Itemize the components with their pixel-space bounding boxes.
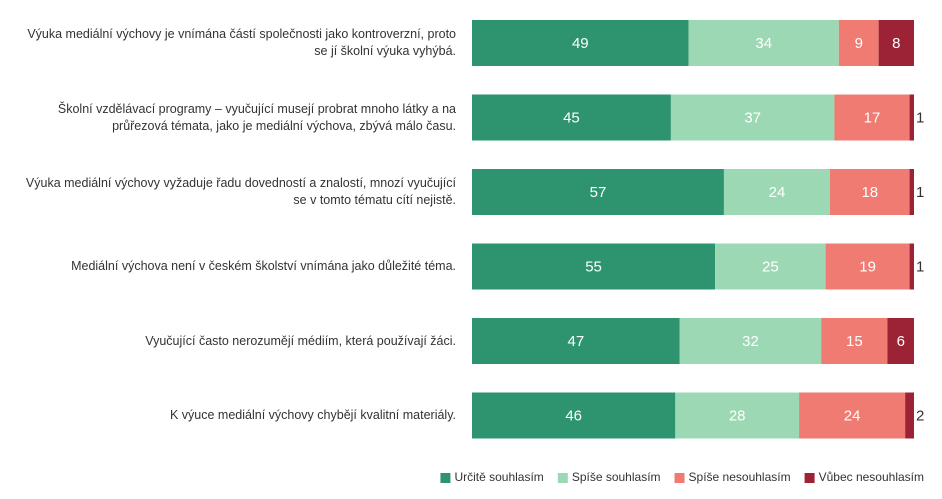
value-label: 9: [855, 35, 863, 52]
value-label: 57: [590, 184, 607, 201]
bar-segment: [472, 392, 676, 439]
legend-label: Spíše nesouhlasím: [689, 470, 791, 484]
bar-segment: [909, 169, 914, 215]
bar-segment: [834, 94, 910, 141]
bar-segment: [472, 94, 671, 141]
value-label: 17: [864, 109, 881, 126]
legend-label: Vůbec nesouhlasím: [819, 470, 924, 484]
bar-segment: [715, 243, 826, 290]
category-label: Mediální výchova není v českém školství …: [71, 259, 456, 273]
value-label: 8: [892, 35, 900, 52]
value-label: 2: [916, 407, 924, 424]
bar-segment: [830, 169, 910, 215]
category-label: Výuka mediální výchovy je vnímána částí …: [27, 27, 456, 58]
value-label: 55: [585, 258, 602, 275]
value-label: 15: [846, 333, 863, 350]
bar-segment: [905, 392, 914, 439]
value-label: 46: [565, 407, 582, 424]
bar-segment: [878, 20, 914, 66]
bar-segment: [679, 318, 822, 364]
value-label: 34: [755, 35, 772, 52]
category-label: K výuce mediální výchovy chybějí kvalitn…: [170, 408, 456, 422]
value-label: 28: [729, 407, 746, 424]
category-label: Školní vzdělávací programy – vyučující m…: [57, 101, 456, 133]
bar-segment: [909, 243, 914, 290]
bar-segment: [799, 392, 906, 439]
bar-segment: [472, 318, 680, 364]
bar-segment: [825, 243, 910, 290]
legend-label: Určitě souhlasím: [454, 470, 543, 484]
value-label: 32: [742, 333, 759, 350]
legend-label: Spíše souhlasím: [572, 470, 661, 484]
bar-segment: [723, 169, 831, 215]
value-label: 1: [916, 109, 924, 126]
legend-swatch: [440, 473, 451, 483]
bar-segment: [675, 392, 800, 439]
legend-swatch: [557, 473, 568, 483]
value-label: 37: [744, 109, 761, 126]
value-label: 24: [769, 184, 786, 201]
bar-segment: [887, 318, 914, 364]
value-label: 49: [572, 35, 589, 52]
bar-segment: [909, 94, 914, 141]
bar-segment: [472, 243, 716, 290]
bar-segment: [821, 318, 888, 364]
value-label: 19: [859, 258, 876, 275]
value-label: 24: [844, 407, 861, 424]
bar-segment: [670, 94, 835, 141]
legend-swatch: [804, 473, 815, 483]
value-label: 18: [861, 184, 878, 201]
value-label: 45: [563, 109, 580, 126]
legend-swatch: [674, 473, 685, 483]
category-label: Vyučující často nerozumějí médiím, která…: [145, 333, 456, 348]
category-label: Výuka mediální výchovy vyžaduje řadu dov…: [25, 176, 456, 207]
bar-segment: [472, 20, 689, 66]
value-label: 25: [762, 258, 779, 275]
value-label: 47: [568, 333, 585, 350]
bar-segment: [838, 20, 879, 66]
value-label: 1: [916, 184, 924, 201]
bar-segment: [688, 20, 839, 66]
value-label: 6: [897, 333, 905, 350]
value-label: 1: [916, 258, 924, 275]
bar-segment: [472, 169, 724, 215]
